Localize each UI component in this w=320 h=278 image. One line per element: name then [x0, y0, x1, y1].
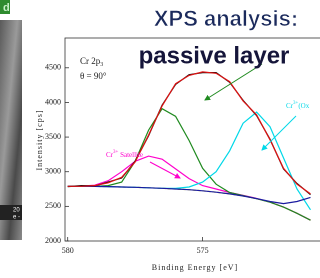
y-tick-label: 2500: [45, 201, 61, 210]
y-axis-label: Intensity [cps]: [35, 110, 44, 171]
annotation: Cr3+(Ox: [286, 101, 310, 109]
series-line: [68, 72, 311, 194]
annotation-sub: 3: [100, 62, 103, 68]
annotation-text: (Ox: [298, 102, 309, 110]
y-tick-label: 3000: [45, 167, 61, 176]
series-line: [68, 73, 311, 195]
sem-label: e -: [13, 215, 20, 221]
x-tick-label: 575: [197, 246, 209, 255]
annotation: Cr3+ Satellite: [106, 150, 143, 158]
series-line: [68, 112, 311, 210]
title: XPS analysis:: [154, 6, 298, 31]
series-line: [68, 156, 311, 220]
annotation-text: Cr 2p: [80, 56, 101, 66]
series-line: [68, 109, 311, 221]
x-axis-label: Binding Energy [eV]: [152, 263, 238, 272]
y-tick-label: 4500: [45, 63, 61, 72]
title: passive layer: [139, 42, 290, 69]
y-tick-label: 2000: [45, 236, 61, 245]
annotation: Cr 2p3: [80, 56, 103, 68]
slide: d 20 e - 200025003000350040004500580575 …: [0, 0, 320, 278]
arrow: [150, 162, 180, 178]
y-tick-label: 3500: [45, 132, 61, 141]
arrow: [205, 64, 262, 100]
annotation: θ = 90°: [80, 71, 107, 81]
annotation-text: Satellite: [118, 151, 143, 159]
x-tick-label: 580: [62, 246, 74, 255]
corner-letter: d: [3, 2, 10, 14]
y-tick-label: 4000: [45, 97, 61, 106]
series-line: [68, 186, 311, 203]
sem-label: 20: [13, 208, 20, 214]
